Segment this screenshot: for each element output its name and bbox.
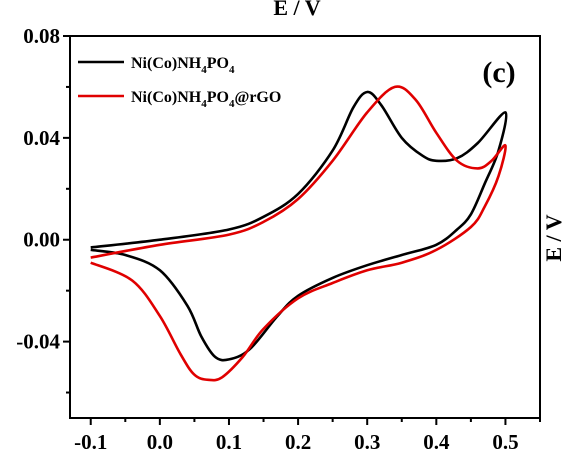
x-tick-label: 0.0 (147, 430, 173, 454)
panel-label: (c) (482, 56, 515, 89)
x-tick-label: 0.4 (423, 430, 450, 454)
x-tick-label: 0.1 (216, 430, 242, 454)
right-axis-label: E / V (541, 214, 566, 261)
x-tick-label: -0.1 (74, 430, 107, 454)
y-axis: -0.04 0.00 0.04 0.08 (16, 24, 70, 394)
y-tick-label: 0.04 (23, 126, 60, 150)
top-axis-label: E / V (273, 0, 320, 20)
legend: Ni(Co)NH4PO4 Ni(Co)NH4PO4@rGO (78, 55, 281, 110)
series-lines (90, 85, 508, 382)
x-tick-label: 0.3 (354, 430, 380, 454)
x-tick-label: 0.2 (285, 430, 311, 454)
series-line-1 (90, 90, 508, 362)
legend-label-2: Ni(Co)NH4PO4@rGO (131, 89, 281, 110)
y-tick-label: 0.08 (23, 24, 60, 48)
x-axis: -0.1 0.0 0.1 0.2 0.3 0.4 0.5 (74, 418, 541, 454)
plot-frame (69, 35, 541, 419)
x-tick-label: 0.5 (492, 430, 518, 454)
y-tick-label: -0.04 (16, 330, 60, 354)
legend-label-1: Ni(Co)NH4PO4 (131, 55, 235, 76)
y-tick-label: 0.00 (23, 228, 60, 252)
series-line-2 (90, 85, 507, 382)
